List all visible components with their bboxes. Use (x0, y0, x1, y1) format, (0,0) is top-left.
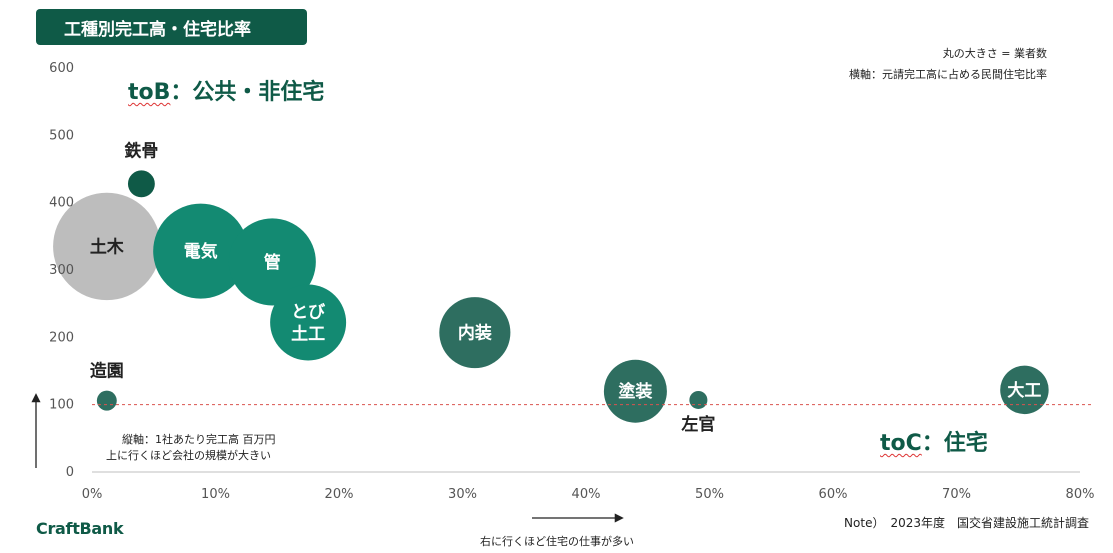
bubble-label: 管 (264, 252, 281, 273)
source-note: Note） 2023年度 国交省建設施工統計調査 (844, 516, 1089, 530)
tob-zone-label: toB：公共・非住宅 (128, 74, 324, 106)
x-tick-label: 60% (819, 487, 848, 502)
y-axis-explanation-1: 縦軸：1社あたり完工高 百万円 (122, 433, 276, 446)
toc-word: toC (880, 431, 922, 456)
bubble-label: 内装 (458, 323, 492, 344)
bubble-6 (96, 390, 117, 411)
x-direction-hint: 右に行くほど住宅の仕事が多い (480, 535, 634, 548)
x-tick-label: 10% (201, 487, 230, 502)
y-tick-label: 100 (49, 398, 74, 413)
tob-word: toB (128, 80, 171, 105)
x-tick-label: 50% (695, 487, 724, 502)
y-tick-label: 200 (49, 330, 74, 345)
bubble-1 (53, 192, 161, 301)
x-tick-label: 70% (942, 487, 971, 502)
x-tick-label: 80% (1066, 487, 1095, 502)
y-tick-label: 400 (49, 196, 74, 211)
toc-zone-label: toC：住宅 (880, 425, 988, 457)
y-tick-label: 300 (49, 263, 74, 278)
bubble-label: 左官 (681, 414, 715, 435)
bubble-8 (689, 390, 708, 409)
bubble-9 (1000, 365, 1049, 415)
bubble-7 (603, 359, 667, 423)
bubble-3 (228, 218, 316, 306)
bubble-0 (127, 170, 155, 198)
bubble-label: 土木 (90, 236, 125, 257)
y-tick-label: 0 (66, 465, 74, 480)
x-axis-explanation: 横軸：元請完工高に占める民間住宅比率 (849, 68, 1047, 81)
x-tick-label: 0% (82, 487, 103, 502)
bubble-label: 電気 (184, 241, 218, 262)
bubble-4 (270, 284, 347, 361)
y-axis-explanation-2: 上に行くほど会社の規模が大きい (106, 449, 271, 462)
x-tick-label: 40% (572, 487, 601, 502)
bubble-label: 鉄骨 (124, 140, 158, 161)
bubble-5 (439, 297, 511, 369)
y-tick-label: 500 (49, 128, 74, 143)
bubble-label: 塗装 (618, 381, 652, 402)
chart-title: 工種別完工高・住宅比率 (36, 9, 307, 45)
size-legend-note: 丸の大きさ = 業者数 (942, 47, 1047, 60)
toc-rest: ：住宅 (921, 431, 988, 456)
y-tick-label: 600 (49, 61, 74, 76)
x-tick-label: 20% (325, 487, 354, 502)
bubble-2 (153, 203, 249, 299)
bubble-label: 造園 (90, 362, 124, 382)
bubble-label: とび土工 (291, 303, 325, 345)
x-tick-label: 30% (448, 487, 477, 502)
bubble-label: 大工 (1007, 380, 1041, 401)
tob-rest: ：公共・非住宅 (170, 80, 325, 105)
craftbank-logo: CraftBank (36, 519, 124, 538)
